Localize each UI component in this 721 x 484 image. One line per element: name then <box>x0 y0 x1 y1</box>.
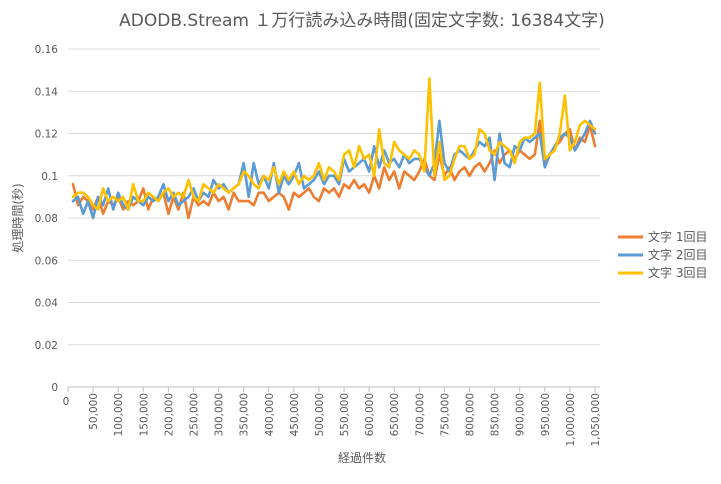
series-line <box>71 119 597 220</box>
x-tick-label: 100,000 <box>113 393 125 436</box>
x-tick-label: 900,000 <box>515 393 527 436</box>
x-tick-label: 550,000 <box>339 393 351 436</box>
x-tick-label: 200,000 <box>163 393 175 436</box>
y-tick-label: 0.02 <box>35 340 58 352</box>
x-tick-label: 600,000 <box>364 393 376 436</box>
x-tick-label: 350,000 <box>239 393 251 436</box>
x-tick-label: 450,000 <box>289 393 301 436</box>
x-tick-label: 300,000 <box>214 393 226 436</box>
series-line <box>71 119 597 220</box>
x-tick-label: 500,000 <box>314 393 326 436</box>
x-tick-label: 250,000 <box>188 393 200 436</box>
x-tick-label: 750,000 <box>439 393 451 436</box>
x-tick-label: 700,000 <box>414 393 426 436</box>
x-tick-label: 800,000 <box>465 393 477 436</box>
x-tick-label: 850,000 <box>490 393 502 436</box>
legend-label: 文字 2回目 <box>648 247 707 262</box>
x-axis-label: 経過件数 <box>338 450 386 465</box>
x-tick-label: 1,050,000 <box>590 393 602 446</box>
y-tick-label: 0 <box>51 382 58 394</box>
y-axis-ticks: 0 0.02 0.04 0.06 0.08 0.1 0.12 0.14 0.16 <box>35 44 59 394</box>
y-tick-label: 0.08 <box>35 213 58 225</box>
y-tick-label: 0.06 <box>35 255 59 267</box>
y-tick-label: 0.14 <box>35 86 59 98</box>
series-line <box>71 77 597 211</box>
y-tick-label: 0.12 <box>35 129 58 141</box>
x-tick-label: 150,000 <box>138 393 150 436</box>
gridlines <box>68 48 600 388</box>
legend-label: 文字 3回目 <box>648 265 707 280</box>
y-tick-label: 0.16 <box>35 44 59 56</box>
x-axis-ticks: 0 50,000 100,000 150,000 200,000 250,000 300,0… <box>63 387 602 446</box>
x-tick-label: 0 <box>63 396 70 408</box>
y-tick-label: 0.1 <box>41 171 58 183</box>
chart-title: ADODB.Stream １万行読み込み時間(固定文字数: 16384文字) <box>119 11 605 31</box>
y-tick-label: 0.04 <box>35 298 59 310</box>
x-tick-label: 650,000 <box>389 393 401 436</box>
legend-label: 文字 1回目 <box>648 229 707 244</box>
x-tick-label: 50,000 <box>88 393 100 430</box>
x-tick-label: 1,000,000 <box>565 393 577 446</box>
x-tick-label: 950,000 <box>540 393 552 436</box>
y-axis-label: 処理時間(秒) <box>11 183 25 252</box>
x-tick-label: 400,000 <box>264 393 276 436</box>
series-lines <box>71 77 597 220</box>
